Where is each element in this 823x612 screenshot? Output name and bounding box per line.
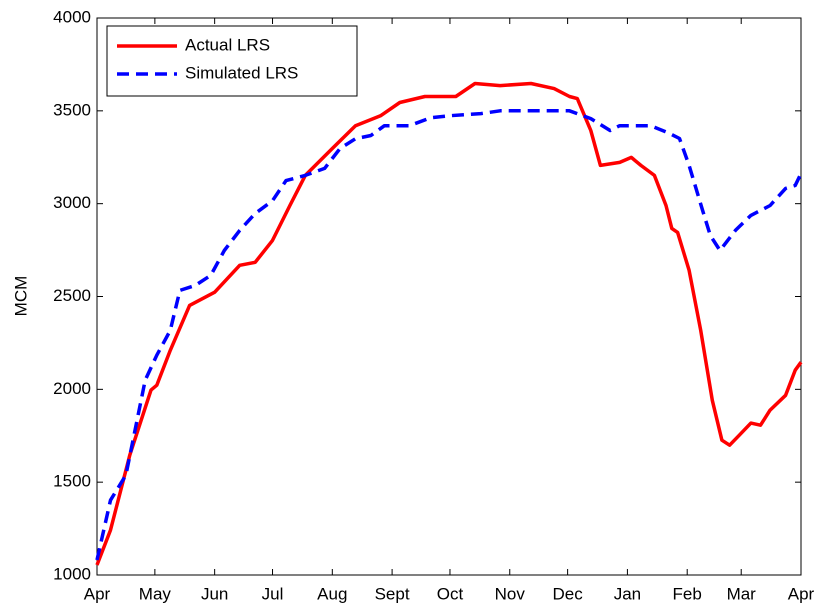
x-tick-label: Feb bbox=[673, 584, 702, 603]
legend-box bbox=[106, 25, 358, 97]
legend-label: Simulated LRS bbox=[185, 63, 298, 82]
x-tick-label: Nov bbox=[495, 584, 526, 603]
y-tick-label: 2000 bbox=[53, 379, 91, 398]
legend-label: Actual LRS bbox=[185, 35, 270, 54]
x-tick-label: May bbox=[139, 584, 172, 603]
x-tick-label: Mar bbox=[727, 584, 757, 603]
y-tick-label: 3500 bbox=[53, 100, 91, 119]
y-axis-label: MCM bbox=[11, 276, 30, 317]
y-tick-label: 4000 bbox=[53, 7, 91, 26]
y-tick-label: 1500 bbox=[53, 472, 91, 491]
x-tick-label: Aug bbox=[317, 584, 347, 603]
x-tick-label: Oct bbox=[437, 584, 464, 603]
y-tick-label: 1000 bbox=[53, 564, 91, 583]
series-line bbox=[95, 109, 803, 561]
x-tick-label: Jun bbox=[201, 584, 228, 603]
x-tick-label: Apr bbox=[788, 584, 815, 603]
x-tick-label: Jan bbox=[614, 584, 641, 603]
x-tick-label: Dec bbox=[553, 584, 584, 603]
series-line bbox=[95, 81, 803, 566]
x-tick-label: Apr bbox=[84, 584, 111, 603]
x-tick-label: Jul bbox=[262, 584, 284, 603]
x-tick-label: Sept bbox=[375, 584, 410, 603]
y-tick-label: 3000 bbox=[53, 193, 91, 212]
y-tick-label: 2500 bbox=[53, 286, 91, 305]
